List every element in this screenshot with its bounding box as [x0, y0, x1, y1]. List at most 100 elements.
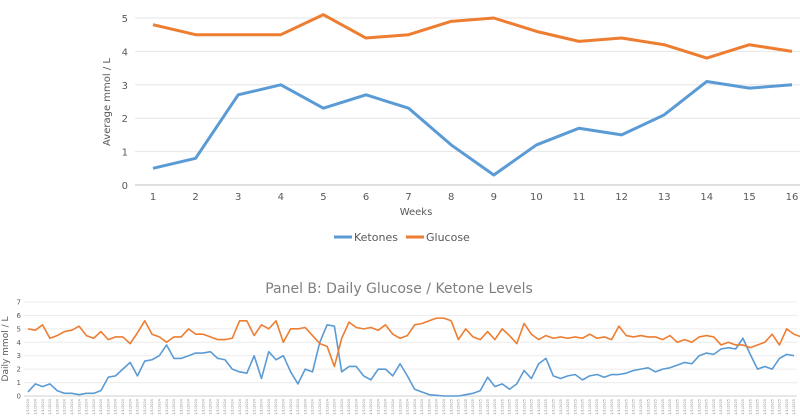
x-date-tick-label: 1/1/2025: [595, 399, 599, 415]
x-tick-label: 2: [192, 192, 198, 203]
x-tick-label: 1: [150, 192, 156, 203]
x-date-tick-label: 1/1/2024: [223, 398, 227, 414]
x-date-tick-label: 1/1/2024: [289, 398, 293, 414]
x-date-tick-label: 1/1/2024: [187, 398, 191, 414]
panel-b-title: Panel B: Daily Glucose / Ketone Levels: [265, 281, 533, 297]
x-date-tick-label: 1/1/2024: [77, 398, 81, 414]
x-date-tick-label: 1/1/2024: [70, 398, 74, 414]
x-date-tick-label: 1/1/2025: [624, 399, 628, 415]
x-date-tick-label: 1/1/2025: [566, 399, 570, 415]
x-date-tick-label: 1/1/2024: [136, 398, 140, 414]
legend-ketones-label: Ketones: [354, 231, 398, 244]
x-date-tick-label: 1/1/2024: [26, 398, 30, 414]
y-tick-label: 0: [122, 181, 128, 192]
panel-b-daily-chart: Panel B: Daily Glucose / Ketone Levels 0…: [1, 281, 800, 415]
panel-a-x-axis-label: Weeks: [400, 207, 433, 218]
x-date-tick-label: 1/1/2025: [479, 399, 483, 415]
x-tick-label: 4: [278, 192, 284, 203]
panel-b-series: [27, 317, 800, 397]
panel-a-y-ticks: 0 1 2 3 4 5: [122, 14, 128, 192]
x-date-tick-label: 1/1/2024: [165, 398, 169, 414]
x-date-tick-label: 1/1/2025: [486, 399, 490, 415]
x-date-tick-label: 1/1/2025: [734, 399, 738, 415]
y-tick-label: 1: [17, 379, 21, 387]
x-date-tick-label: 1/1/2025: [785, 399, 789, 415]
x-date-tick-label: 1/1/2024: [252, 398, 256, 414]
x-date-tick-label: 1/1/2025: [675, 399, 679, 415]
panel-b-y-ticks: 0 1 2 3 4 5 6 7: [17, 299, 22, 401]
x-tick-label: 9: [491, 192, 497, 203]
x-date-tick-label: 1/1/2025: [603, 399, 607, 415]
x-date-tick-label: 1/1/2025: [508, 399, 512, 415]
x-date-tick-label: 1/1/2024: [201, 398, 205, 414]
x-date-tick-label: 1/1/2025: [617, 399, 621, 415]
series-line-glucose: [152, 13, 793, 60]
x-tick-label: 7: [405, 192, 411, 203]
x-date-tick-label: 1/1/2024: [106, 398, 110, 414]
x-date-tick-label: 1/1/2024: [172, 398, 176, 414]
panel-b-y-axis-label: Daily mmol / L: [1, 317, 11, 382]
x-date-tick-label: 1/1/2025: [588, 399, 592, 415]
panel-a-x-ticks: 1 2 3 4 5 6 7 8 9 10 11 12 13 14 15 16: [150, 192, 799, 203]
x-date-tick-label: 1/1/2024: [158, 398, 162, 414]
x-date-tick-label: 1/1/2024: [435, 398, 439, 414]
x-date-tick-label: 1/1/2024: [391, 398, 395, 414]
series-line-ketones: [27, 324, 795, 397]
x-date-tick-label: 1/1/2025: [522, 399, 526, 415]
x-date-tick-label: 1/1/2025: [727, 399, 731, 415]
x-date-tick-label: 1/1/2025: [581, 399, 585, 415]
x-date-tick-label: 1/1/2024: [413, 398, 417, 414]
x-date-tick-label: 1/1/2025: [770, 399, 774, 415]
series-line-ketones: [152, 79, 793, 177]
y-tick-label: 4: [17, 339, 22, 347]
x-date-tick-label: 1/1/2025: [610, 399, 614, 415]
x-date-tick-label: 1/1/2024: [340, 398, 344, 414]
y-tick-label: 2: [17, 366, 21, 374]
x-date-tick-label: 1/1/2025: [449, 399, 453, 415]
y-tick-label: 7: [17, 299, 21, 307]
x-date-tick-label: 1/1/2025: [654, 399, 658, 415]
x-tick-label: 6: [363, 192, 369, 203]
x-date-tick-label: 1/1/2024: [296, 398, 300, 414]
y-tick-label: 0: [17, 393, 21, 401]
y-tick-label: 3: [122, 81, 128, 92]
x-date-tick-label: 1/1/2024: [41, 398, 45, 414]
x-date-tick-label: 1/1/2024: [376, 398, 380, 414]
panel-a-y-axis-label: Average mmol / L: [102, 58, 113, 146]
x-date-tick-label: 1/1/2025: [464, 399, 468, 415]
x-date-tick-label: 1/1/2025: [559, 399, 563, 415]
x-date-tick-label: 1/1/2024: [267, 398, 271, 414]
x-date-tick-label: 1/1/2024: [92, 398, 96, 414]
y-tick-label: 5: [122, 14, 128, 25]
x-date-tick-label: 1/1/2025: [500, 399, 504, 415]
panel-a-legend: Ketones Glucose: [334, 231, 470, 244]
series-line-glucose: [27, 317, 800, 368]
x-date-tick-label: 1/1/2025: [763, 399, 767, 415]
x-date-tick-label: 1/1/2025: [690, 399, 694, 415]
x-date-tick-label: 1/1/2025: [551, 399, 555, 415]
x-tick-label: 5: [320, 192, 326, 203]
x-tick-label: 3: [235, 192, 241, 203]
x-tick-label: 8: [448, 192, 454, 203]
x-date-tick-label: 1/1/2024: [347, 398, 351, 414]
x-date-tick-label: 1/1/2024: [194, 398, 198, 414]
panel-b-gridlines: [24, 301, 797, 397]
x-date-tick-label: 1/1/2024: [128, 398, 132, 414]
y-tick-label: 2: [122, 114, 128, 125]
x-tick-label: 16: [786, 192, 799, 203]
x-date-tick-label: 1/1/2025: [712, 399, 716, 415]
x-date-tick-label: 1/1/2024: [209, 398, 213, 414]
x-date-tick-label: 1/1/2025: [537, 399, 541, 415]
x-date-tick-label: 1/1/2024: [121, 398, 125, 414]
x-date-tick-label: 1/1/2024: [143, 398, 147, 414]
x-date-tick-label: 1/1/2024: [63, 398, 67, 414]
x-date-tick-label: 1/1/2025: [646, 399, 650, 415]
x-date-tick-label: 1/1/2025: [683, 399, 687, 415]
x-date-tick-label: 1/1/2024: [442, 398, 446, 414]
x-date-tick-label: 1/1/2025: [741, 399, 745, 415]
x-tick-label: 10: [530, 192, 543, 203]
x-date-tick-label: 1/1/2024: [427, 398, 431, 414]
x-date-tick-label: 1/1/2025: [697, 399, 701, 415]
x-date-tick-label: 1/1/2025: [705, 399, 709, 415]
x-date-tick-label: 1/1/2025: [515, 399, 519, 415]
